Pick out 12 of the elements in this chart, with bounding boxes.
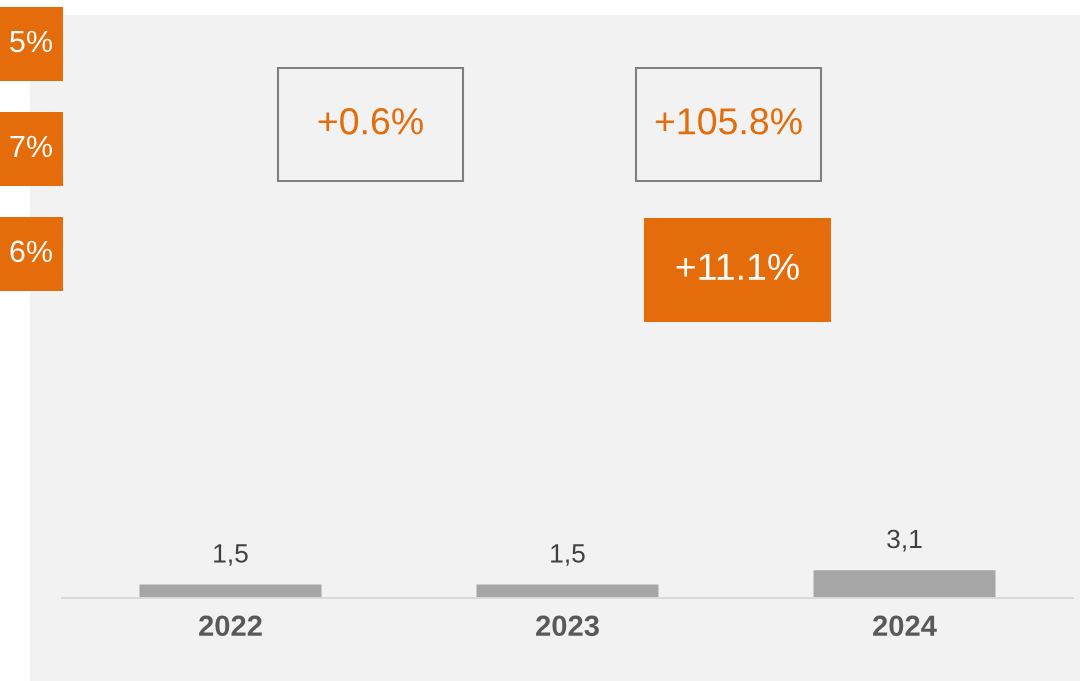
x-tick-label: 2022: [199, 615, 262, 637]
annotation: 5%: [10, 30, 52, 53]
annotation: +11.1%: [676, 253, 799, 280]
x-tick-label: 2023: [536, 615, 599, 637]
annotation: +0.6%: [318, 108, 423, 135]
data-label: 3,1: [887, 529, 922, 552]
data-label: 1,5: [551, 544, 585, 566]
x-tick-label: 2024: [873, 615, 937, 637]
data-label: 1,5: [214, 544, 248, 566]
annotation: 7%: [10, 135, 52, 158]
annotation: 6%: [10, 240, 52, 263]
annotation: +105.8%: [655, 108, 802, 135]
